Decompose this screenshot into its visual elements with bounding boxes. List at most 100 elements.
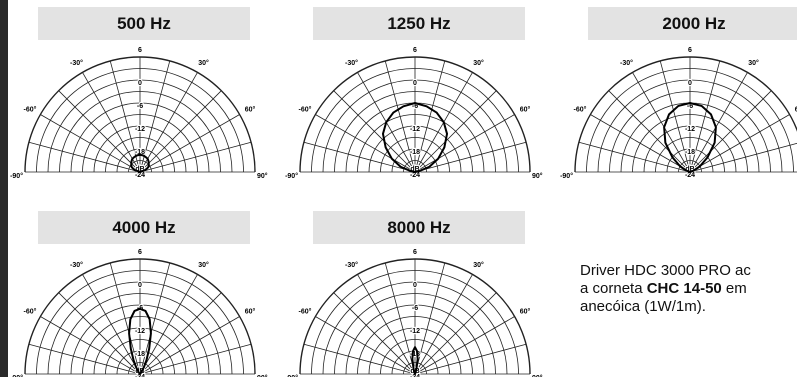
grid-spoke <box>414 114 515 173</box>
response-curve <box>128 307 152 375</box>
db-tick-label: 0 <box>413 282 417 289</box>
db-tick-label: -6 <box>412 103 418 110</box>
db-tick-label: -24 <box>410 172 420 179</box>
angle-label: -30° <box>70 59 83 67</box>
grid-spoke <box>58 90 141 173</box>
grid-spoke <box>82 72 141 173</box>
db-tick-label: -12 <box>135 328 145 335</box>
angle-label: -60° <box>299 308 312 316</box>
grid-spoke <box>139 262 171 375</box>
grid-spoke <box>414 343 527 375</box>
grid-spoke <box>303 343 416 375</box>
angle-label: 30° <box>473 261 484 269</box>
db-tick-label: 6 <box>138 249 142 256</box>
grid-spoke <box>139 292 222 375</box>
db-tick-label: -6 <box>137 103 143 110</box>
driver-description-note: Driver HDC 3000 PRO ac a corneta CHC 14-… <box>580 262 797 316</box>
db-tick-label: -18 <box>685 149 695 156</box>
grid-spoke <box>689 60 721 173</box>
db-tick-label: 6 <box>138 47 142 54</box>
db-unit-label: dB <box>135 166 144 173</box>
grid-spoke <box>82 274 141 375</box>
angle-label: -90° <box>10 374 23 377</box>
note-line-3: anecóica (1W/1m). <box>580 298 706 315</box>
grid-spoke <box>357 274 416 375</box>
angle-label: -90° <box>10 172 23 180</box>
angle-label: -60° <box>299 106 312 114</box>
note-line-1: Driver HDC 3000 PRO ac <box>580 262 751 279</box>
grid-spoke <box>384 262 416 375</box>
grid-spoke <box>139 141 252 173</box>
response-curve <box>663 102 717 173</box>
angle-label: 90° <box>532 374 543 377</box>
db-tick-label: -18 <box>410 351 420 358</box>
angle-label: 60° <box>520 106 531 114</box>
grid-spoke <box>315 316 416 375</box>
db-tick-label: -18 <box>135 351 145 358</box>
response-curve <box>130 153 150 173</box>
db-tick-label: -24 <box>135 172 145 179</box>
grid-spoke <box>315 114 416 173</box>
angle-label: 90° <box>257 172 268 180</box>
db-tick-label: -18 <box>410 149 420 156</box>
grid-spoke <box>689 90 772 173</box>
grid-spoke <box>303 141 416 173</box>
grid-spoke <box>414 316 515 375</box>
db-tick-label: 0 <box>413 80 417 87</box>
db-tick-label: -12 <box>685 126 695 133</box>
db-unit-label: dB <box>410 166 419 173</box>
grid-spoke <box>414 292 497 375</box>
db-tick-label: 6 <box>413 47 417 54</box>
angle-label: -30° <box>70 261 83 269</box>
angle-label: 60° <box>245 308 256 316</box>
db-tick-label: 0 <box>688 80 692 87</box>
db-tick-label: 0 <box>138 282 142 289</box>
grid-spoke <box>414 274 473 375</box>
grid-spoke <box>139 60 171 173</box>
response-curve <box>381 102 449 173</box>
grid-spoke <box>109 262 141 375</box>
angle-label: 90° <box>257 374 268 377</box>
db-unit-label: dB <box>685 166 694 173</box>
angle-label: 60° <box>245 106 256 114</box>
chart-title-4000hz: 4000 Hz <box>38 211 250 244</box>
horn-model-name: CHC 14-50 <box>646 280 722 297</box>
grid-spoke <box>414 262 446 375</box>
grid-spoke <box>632 72 691 173</box>
angle-label: 60° <box>795 106 797 114</box>
chart-title-8000hz: 8000 Hz <box>313 211 525 244</box>
response-curve <box>411 346 419 375</box>
grid-spoke <box>384 60 416 173</box>
grid-spoke <box>689 114 790 173</box>
grid-spoke <box>608 90 691 173</box>
grid-spoke <box>139 114 240 173</box>
grid-spoke <box>139 72 198 173</box>
db-tick-label: -18 <box>135 149 145 156</box>
db-tick-label: 6 <box>688 47 692 54</box>
grid-spoke <box>333 292 416 375</box>
angle-label: -60° <box>24 106 37 114</box>
chart-title-1250hz: 1250 Hz <box>313 7 525 40</box>
grid-spoke <box>414 90 497 173</box>
angle-label: 30° <box>473 59 484 67</box>
grid-spoke <box>414 141 527 173</box>
angle-label: -30° <box>345 59 358 67</box>
db-tick-label: -12 <box>135 126 145 133</box>
chart-title-500hz: 500 Hz <box>38 7 250 40</box>
db-tick-label: 0 <box>138 80 142 87</box>
db-tick-label: -12 <box>410 328 420 335</box>
angle-label: 30° <box>748 59 759 67</box>
db-tick-label: -12 <box>410 126 420 133</box>
grid-spoke <box>689 72 748 173</box>
grid-spoke <box>659 60 691 173</box>
angle-label: -60° <box>574 106 587 114</box>
grid-spoke <box>139 90 222 173</box>
grid-spoke <box>139 316 240 375</box>
grid-spoke <box>578 141 691 173</box>
grid-spoke <box>689 142 797 173</box>
grid-spoke <box>590 114 691 173</box>
